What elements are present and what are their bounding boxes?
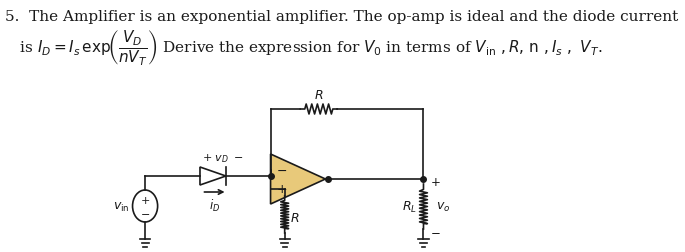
Text: $+$: $+$	[429, 176, 440, 189]
Text: 5.  The Amplifier is an exponential amplifier. The op-amp is ideal and the diode: 5. The Amplifier is an exponential ampli…	[5, 10, 679, 24]
Text: $R$: $R$	[314, 89, 323, 102]
Text: $-$: $-$	[276, 163, 287, 176]
Text: $v_o$: $v_o$	[436, 200, 450, 213]
Text: $R$: $R$	[290, 211, 299, 224]
Text: +: +	[140, 195, 150, 205]
Text: $i_D$: $i_D$	[209, 197, 220, 213]
Text: $v_{\mathrm{in}}$: $v_{\mathrm{in}}$	[113, 200, 129, 213]
Polygon shape	[271, 154, 325, 204]
Text: $-$: $-$	[429, 225, 440, 238]
Text: is $I_D = I_s\,\mathrm{exp}\!\left(\dfrac{V_D}{nV_T}\right)$ Derive the expressi: is $I_D = I_s\,\mathrm{exp}\!\left(\dfra…	[5, 28, 603, 67]
Text: $+$: $+$	[276, 182, 287, 195]
Text: $-$: $-$	[140, 207, 150, 217]
Text: $R_L$: $R_L$	[402, 199, 417, 214]
Text: $+\ v_D\ -$: $+\ v_D\ -$	[201, 152, 243, 164]
